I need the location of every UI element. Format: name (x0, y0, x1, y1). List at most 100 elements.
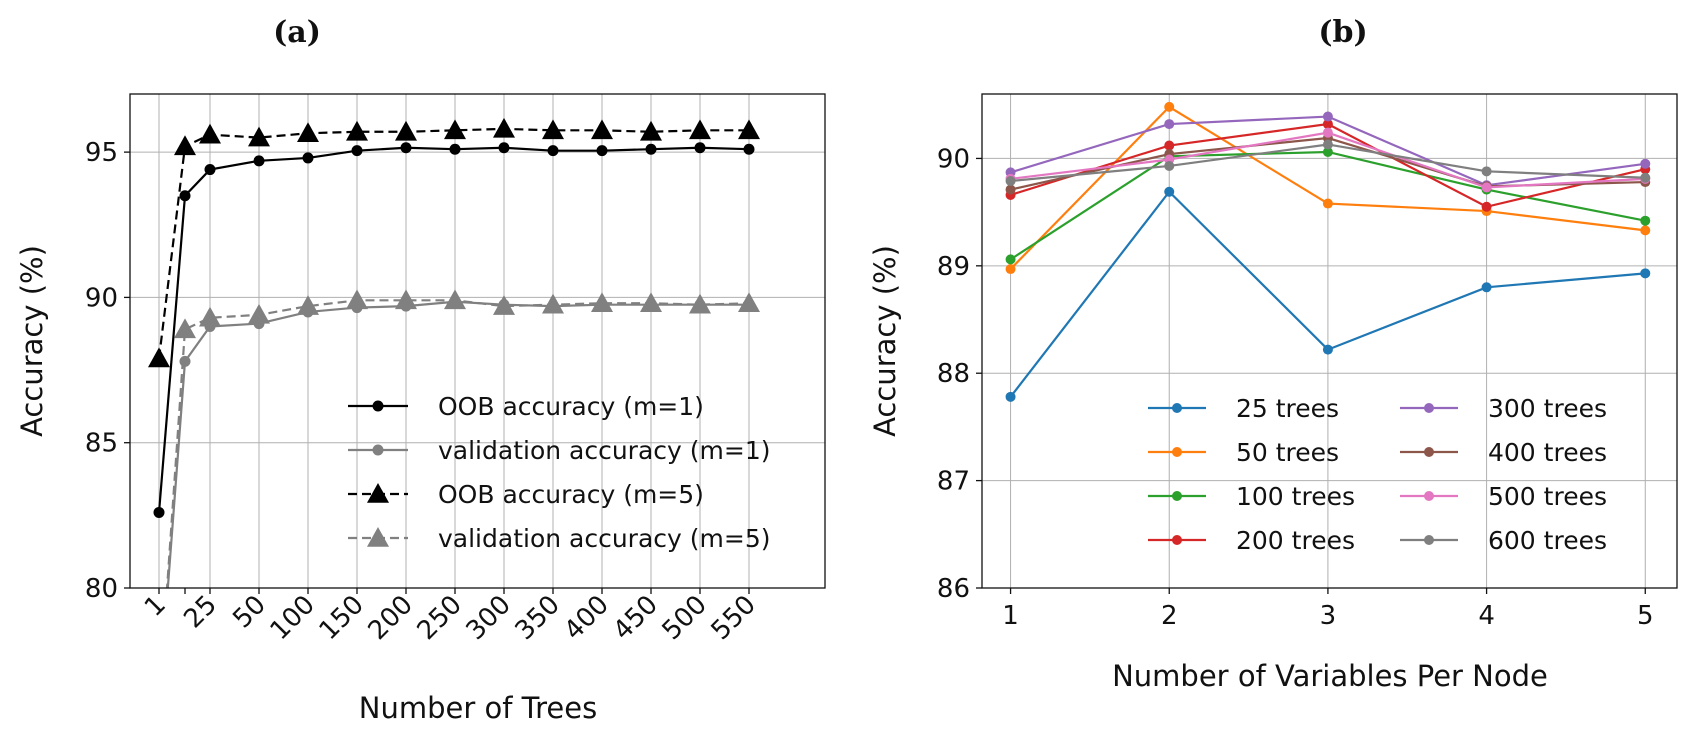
data-point-oob-accuracy-m-1-2 (204, 164, 216, 176)
data-point-validation-accuracy-m-5-5 (346, 289, 368, 310)
legend-label-200-trees: 200 trees (1236, 526, 1355, 555)
y-tick-label-85: 85 (85, 429, 118, 459)
data-point-oob-accuracy-m-1-3 (253, 155, 265, 167)
data-point-600-trees-4 (1640, 172, 1651, 183)
data-point-validation-accuracy-m-5-3 (248, 303, 270, 324)
legend-marker-200-trees (1172, 535, 1182, 545)
data-point-oob-accuracy-m-1-12 (694, 142, 706, 154)
legend-label-100-trees: 100 trees (1236, 482, 1355, 511)
panel-b-title: (b) (1318, 15, 1367, 50)
data-point-oob-accuracy-m-1-13 (743, 143, 755, 155)
panel-b-y-ticks: 86 87 88 89 90 (937, 144, 982, 604)
y-tick-label-95: 95 (85, 138, 118, 168)
data-point-25-trees-4 (1640, 268, 1651, 279)
x-tick-label-1: 1 (139, 590, 172, 623)
x-tick-label-550: 550 (706, 590, 762, 646)
panel-a: (a) 80 85 90 95 1 25 501001502002503003504004… (15, 15, 826, 725)
panel-a-series (148, 117, 760, 713)
series-line-validation-accuracy-m-5 (165, 299, 750, 588)
data-point-50-trees-2 (1322, 198, 1333, 209)
x-tick-label-100: 100 (265, 590, 321, 646)
y-tick-label-89: 89 (937, 252, 970, 282)
panel-a-grid (130, 94, 825, 589)
data-point-oob-accuracy-m-1-6 (400, 142, 412, 154)
panel-b-y-axis-label: Accuracy (%) (868, 245, 902, 437)
data-point-validation-accuracy-m-5-4 (297, 295, 319, 315)
data-point-validation-accuracy-m-5-7 (444, 289, 466, 310)
legend-label-validation-accuracy-m-1: validation accuracy (m=1) (438, 436, 770, 465)
data-point-300-trees-1 (1164, 119, 1175, 130)
data-point-oob-accuracy-m-5-6 (395, 120, 417, 141)
data-point-25-trees-3 (1481, 282, 1492, 293)
panel-b-x-axis-label: Number of Variables Per Node (1112, 659, 1548, 693)
data-point-25-trees-1 (1164, 186, 1175, 197)
data-point-25-trees-0 (1005, 391, 1016, 402)
data-point-oob-accuracy-m-5-5 (346, 120, 368, 141)
panel-b-grid (982, 94, 1677, 589)
data-point-100-trees-4 (1640, 215, 1651, 226)
data-point-oob-accuracy-m-5-2 (199, 123, 221, 144)
legend-marker-500-trees (1424, 491, 1434, 501)
data-point-oob-accuracy-m-5-13 (738, 119, 760, 140)
legend-marker-validation-accuracy-m-5 (367, 527, 389, 547)
data-point-oob-accuracy-m-1-4 (302, 152, 314, 164)
data-point-validation-accuracy-m-5-13 (738, 292, 760, 313)
data-point-500-trees-3 (1481, 182, 1492, 193)
data-point-oob-accuracy-m-5-8 (493, 117, 515, 138)
x-tick-label-300: 300 (461, 590, 517, 646)
data-point-validation-accuracy-m-5-8 (493, 295, 515, 315)
y-tick-label-80: 80 (85, 574, 118, 604)
series-line-oob-accuracy-m-1 (157, 146, 750, 513)
data-point-50-trees-1 (1164, 101, 1175, 112)
data-point-oob-accuracy-m-5-9 (542, 119, 564, 140)
x-tick-label-5: 5 (1637, 601, 1654, 631)
data-point-validation-accuracy-m-5-0 (148, 693, 170, 713)
data-point-oob-accuracy-m-5-10 (591, 119, 613, 140)
data-point-oob-accuracy-m-1-9 (547, 145, 559, 157)
panel-b-legend: 25 trees 50 trees 100 trees 200 trees 300 tr… (1148, 394, 1607, 555)
data-point-oob-accuracy-m-5-3 (248, 126, 270, 147)
panel-a-x-axis-label: Number of Trees (359, 691, 597, 725)
legend-label-300-trees: 300 trees (1488, 394, 1607, 423)
x-tick-label-50: 50 (227, 590, 272, 635)
panel-a-y-axis-label: Accuracy (%) (15, 245, 49, 437)
data-point-oob-accuracy-m-5-12 (689, 119, 711, 140)
data-point-200-trees-1 (1164, 140, 1175, 151)
legend-marker-50-trees (1172, 447, 1182, 457)
panel-b-series (1005, 101, 1651, 402)
legend-marker-validation-accuracy-m-1 (372, 444, 384, 456)
x-tick-label-200: 200 (363, 590, 419, 646)
legend-marker-25-trees (1172, 403, 1182, 413)
y-tick-label-88: 88 (937, 359, 970, 389)
data-point-validation-accuracy-m-5-1 (174, 318, 196, 339)
data-point-100-trees-0 (1005, 254, 1016, 265)
x-tick-label-400: 400 (559, 590, 615, 646)
data-point-300-trees-2 (1322, 111, 1333, 122)
data-point-validation-accuracy-m-5-10 (591, 292, 613, 313)
legend-label-400-trees: 400 trees (1488, 438, 1607, 467)
data-point-oob-accuracy-m-1-10 (596, 145, 608, 157)
x-tick-label-250: 250 (412, 590, 468, 646)
data-point-500-trees-2 (1322, 127, 1333, 138)
legend-label-oob-accuracy-m-5: OOB accuracy (m=5) (438, 480, 704, 509)
data-point-validation-accuracy-m-5-12 (689, 293, 711, 314)
y-tick-label-90: 90 (85, 283, 118, 313)
data-point-200-trees-3 (1481, 201, 1492, 212)
x-tick-label-3: 3 (1320, 601, 1337, 631)
data-point-600-trees-3 (1481, 166, 1492, 177)
x-tick-label-350: 350 (510, 590, 566, 646)
panel-a-legend: OOB accuracy (m=1) validation accuracy (m… (348, 392, 770, 553)
legend-label-600-trees: 600 trees (1488, 526, 1607, 555)
data-point-oob-accuracy-m-1-11 (645, 143, 657, 155)
y-tick-label-90: 90 (937, 144, 970, 174)
data-point-oob-accuracy-m-1-7 (449, 143, 461, 155)
x-tick-label-500: 500 (657, 590, 713, 646)
legend-marker-100-trees (1172, 491, 1182, 501)
data-point-oob-accuracy-m-5-0 (148, 347, 170, 368)
panel-a-plot-frame (129, 93, 826, 589)
data-point-400-trees-0 (1005, 184, 1016, 195)
data-point-600-trees-0 (1005, 175, 1016, 186)
panel-a-title: (a) (273, 15, 321, 50)
panel-b-x-ticks: 1 2 3 4 5 (1002, 588, 1654, 631)
